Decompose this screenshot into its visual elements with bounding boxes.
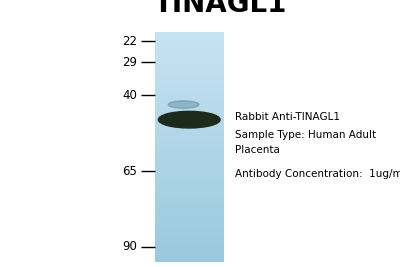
Text: 22: 22 — [122, 35, 137, 48]
Text: TINAGL1: TINAGL1 — [154, 0, 287, 18]
Text: 29: 29 — [122, 56, 137, 69]
Text: Rabbit Anti-TINAGL1: Rabbit Anti-TINAGL1 — [235, 112, 340, 122]
Text: Antibody Concentration:  1ug/mL: Antibody Concentration: 1ug/mL — [235, 169, 400, 179]
Text: 65: 65 — [122, 164, 137, 178]
Text: Sample Type: Human Adult: Sample Type: Human Adult — [235, 130, 376, 140]
Text: 40: 40 — [122, 89, 137, 102]
Ellipse shape — [168, 101, 199, 108]
Text: 90: 90 — [122, 240, 137, 253]
Ellipse shape — [158, 111, 220, 128]
Text: Placenta: Placenta — [235, 145, 280, 155]
